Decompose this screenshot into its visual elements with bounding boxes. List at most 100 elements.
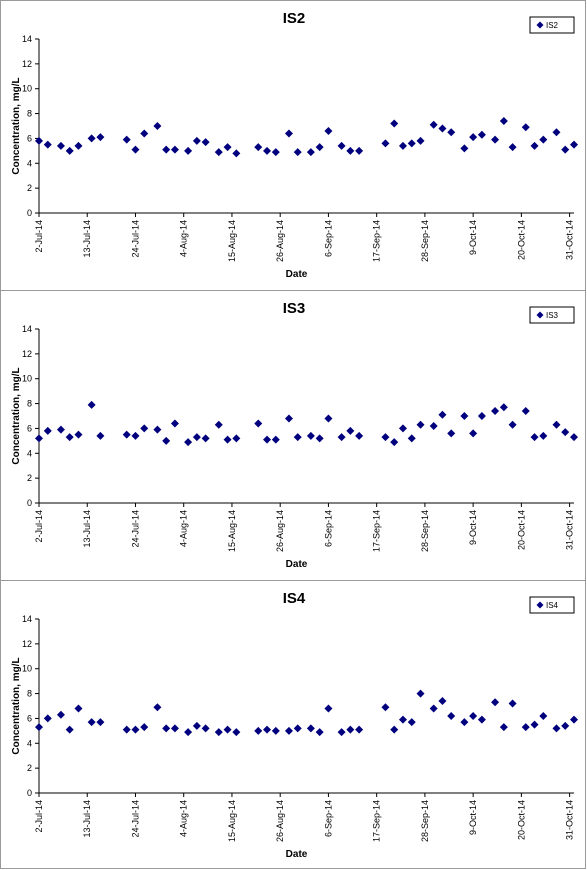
- chart-panel-is2: IS2 0 2 4 6 8 10 12 14 2-Jul-14 13-Jul-14 24-Jul-14…: [0, 0, 586, 291]
- x-tick-label: 17-Sep-14: [372, 220, 382, 262]
- data-point: [491, 698, 500, 707]
- data-point: [324, 126, 333, 135]
- data-point: [284, 726, 293, 735]
- data-point: [570, 140, 578, 149]
- data-point: [390, 438, 399, 447]
- data-point: [271, 148, 280, 157]
- data-point: [438, 410, 447, 419]
- data-point: [140, 723, 149, 732]
- data-point: [508, 420, 517, 429]
- y-tick-label: 12: [22, 639, 32, 649]
- y-tick-label: 4: [27, 448, 32, 458]
- y-tick-label: 10: [22, 374, 32, 384]
- data-point: [192, 433, 201, 442]
- data-point: [337, 728, 346, 737]
- data-point: [122, 430, 131, 439]
- data-point: [232, 434, 241, 443]
- x-tick-label: 9-Oct-14: [468, 510, 478, 545]
- data-point: [499, 403, 508, 412]
- y-tick-label: 0: [27, 788, 32, 798]
- x-tick-label: 15-Aug-14: [227, 220, 237, 262]
- data-point: [407, 434, 416, 443]
- chart-is3: IS3 0 2 4 6 8 10 12 14 2-Jul-14 13-Jul-14 24-Jul-14…: [11, 300, 578, 570]
- data-point: [315, 434, 324, 443]
- data-point: [570, 715, 578, 724]
- legend-box: [529, 306, 575, 324]
- data-point: [469, 133, 478, 142]
- y-tick-label: 14: [22, 34, 32, 44]
- y-tick-label: 4: [27, 158, 32, 168]
- data-point: [355, 431, 364, 440]
- data-point: [35, 723, 43, 732]
- chart-title: IS4: [283, 590, 306, 607]
- x-tick-label: 17-Sep-14: [372, 800, 382, 842]
- legend-marker: [536, 21, 544, 29]
- data-point: [96, 431, 105, 440]
- y-tick-label: 8: [27, 689, 32, 699]
- y-tick-label: 2: [27, 473, 32, 483]
- x-tick-label: 26-Aug-14: [275, 220, 285, 262]
- x-tick-label: 2-Jul-14: [34, 220, 44, 253]
- x-tick-label: 28-Sep-14: [420, 510, 430, 552]
- data-point: [416, 420, 425, 429]
- data-point: [56, 425, 65, 434]
- data-point: [355, 146, 364, 155]
- data-point: [87, 718, 96, 727]
- data-point: [263, 435, 272, 444]
- x-tick-label: 20-Oct-14: [516, 510, 526, 550]
- data-point: [390, 119, 399, 128]
- data-point: [96, 133, 105, 142]
- data-point: [263, 146, 272, 155]
- data-point: [162, 436, 171, 445]
- data-point: [477, 412, 486, 420]
- y-tick-label: 10: [22, 664, 32, 674]
- data-point: [232, 149, 241, 158]
- data-point: [87, 400, 96, 409]
- data-point: [552, 128, 561, 137]
- data-point: [284, 414, 293, 423]
- data-point: [521, 123, 530, 132]
- x-tick-label: 6-Sep-14: [323, 220, 333, 257]
- data-point: [530, 720, 539, 729]
- x-tick-label: 4-Aug-14: [179, 220, 189, 257]
- legend-marker: [536, 601, 544, 609]
- data-point: [416, 136, 425, 145]
- data-point: [214, 420, 223, 429]
- x-axis-label: Date: [286, 849, 308, 860]
- data-point: [140, 424, 149, 433]
- data-point: [254, 143, 263, 152]
- data-point: [499, 723, 508, 732]
- data-point: [214, 148, 223, 157]
- data-point: [407, 139, 416, 148]
- data-point: [306, 724, 315, 733]
- data-point: [460, 144, 469, 153]
- data-point: [324, 414, 333, 423]
- chart-is4: IS4 0 2 4 6 8 10 12 14 2-Jul-14 13-Jul-14 24-Jul-14…: [11, 590, 578, 860]
- x-tick-label: 15-Aug-14: [227, 510, 237, 552]
- data-point: [398, 715, 407, 724]
- data-point: [521, 407, 530, 416]
- data-point: [508, 143, 517, 152]
- data-point: [561, 428, 570, 437]
- data-point: [398, 424, 407, 433]
- data-point: [530, 433, 539, 442]
- data-point: [74, 141, 83, 150]
- data-point: [539, 431, 548, 440]
- data-point: [469, 711, 478, 720]
- data-point: [552, 724, 561, 733]
- x-tick-label: 13-Jul-14: [82, 220, 92, 258]
- data-point: [337, 433, 346, 442]
- data-point: [306, 431, 315, 440]
- data-point: [293, 433, 302, 442]
- data-point: [477, 130, 486, 139]
- x-tick-label: 6-Sep-14: [323, 800, 333, 837]
- data-point: [561, 145, 570, 154]
- data-point: [87, 134, 96, 143]
- y-tick-label: 6: [27, 713, 32, 723]
- y-tick-label: 8: [27, 399, 32, 409]
- data-point: [254, 726, 263, 735]
- chart-title: IS2: [283, 10, 306, 27]
- x-tick-label: 17-Sep-14: [372, 510, 382, 552]
- y-tick-label: 12: [22, 349, 32, 359]
- x-tick-label: 6-Sep-14: [323, 510, 333, 547]
